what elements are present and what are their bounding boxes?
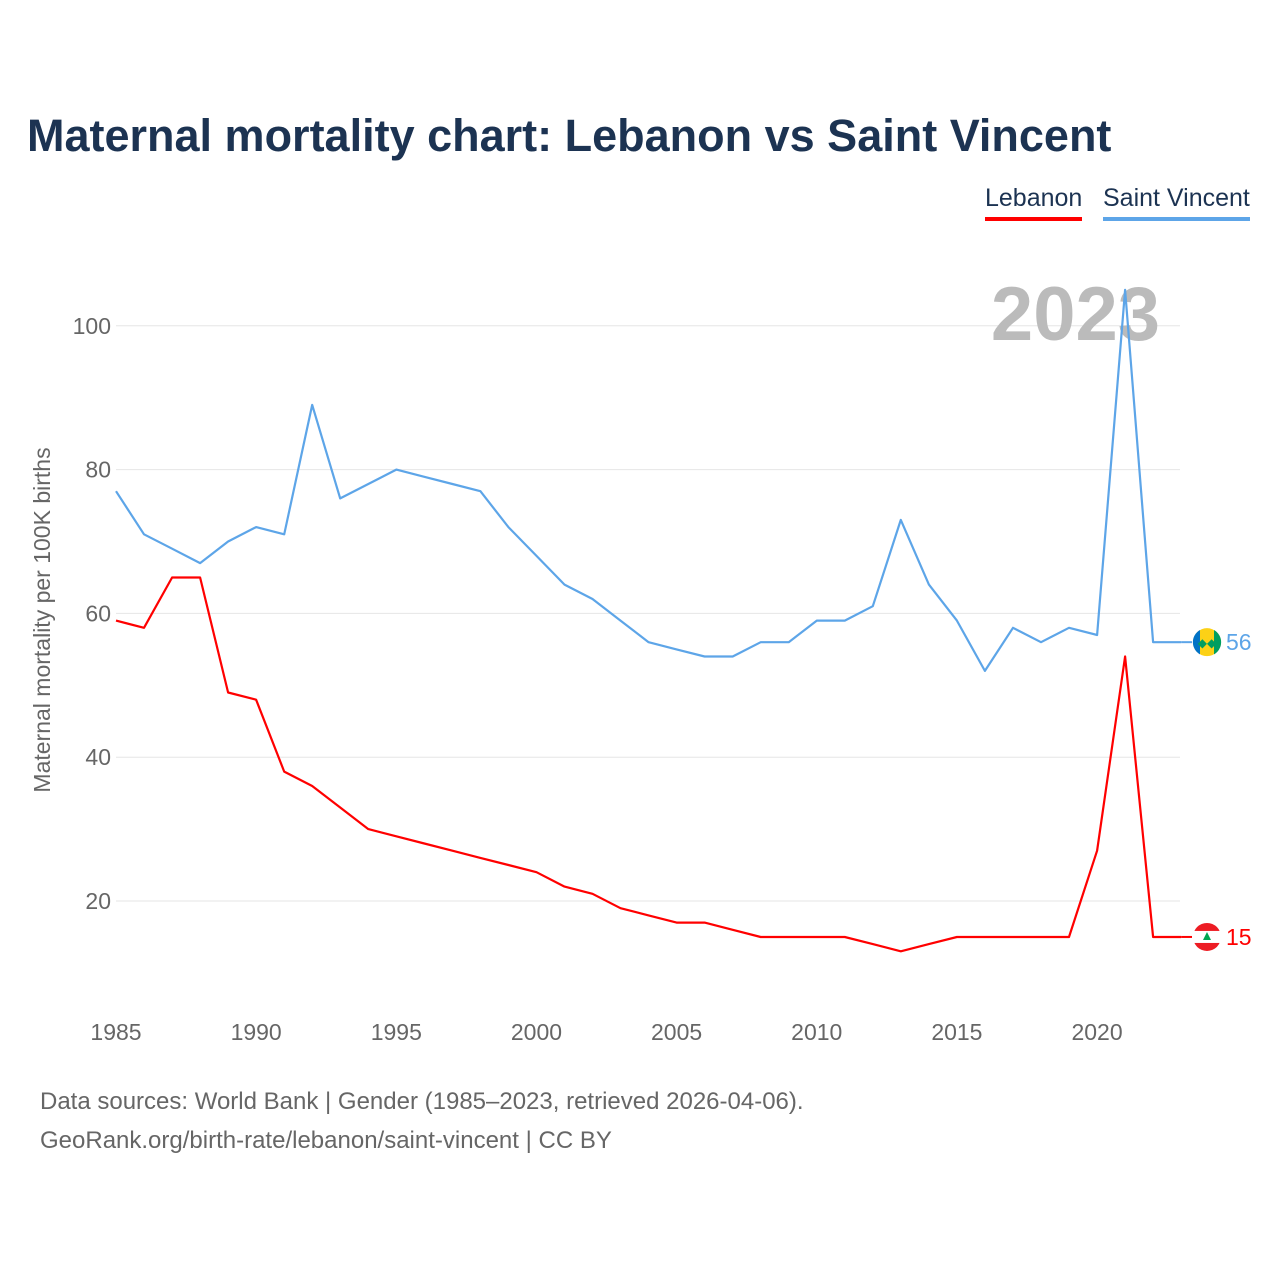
y-axis-label: Maternal mortality per 100K births: [29, 447, 55, 792]
legend-lebanon[interactable]: Lebanon: [985, 184, 1083, 221]
y-tick-label: 20: [85, 888, 111, 914]
end-value-label-lebanon: 15: [1226, 924, 1252, 950]
x-tick-label: 1995: [371, 1019, 422, 1045]
flag-saint-vincent-icon: ◆◆: [1192, 628, 1222, 657]
x-tick-label: 2020: [1071, 1019, 1122, 1045]
y-tick-label: 100: [73, 313, 111, 339]
y-tick-label: 60: [85, 600, 111, 626]
x-tick-label: 2015: [931, 1019, 982, 1045]
y-tick-label: 40: [85, 744, 111, 770]
y-tick-label: 80: [85, 457, 111, 483]
footer-sources: Data sources: World Bank | Gender (1985–…: [40, 1088, 804, 1115]
x-tick-label: 1985: [90, 1019, 141, 1045]
chart-title: Maternal mortality chart: Lebanon vs Sai…: [27, 110, 1112, 161]
series-line-saint-vincent: [115, 288, 1182, 673]
year-watermark: 2023: [991, 272, 1160, 357]
end-value-label-saint-vincent: 56: [1226, 629, 1252, 655]
x-tick-label: 1990: [231, 1019, 282, 1045]
series-line-lebanon: [115, 576, 1182, 953]
flag-lebanon-icon: [1193, 922, 1221, 951]
cedar: [1203, 931, 1211, 940]
flag-green: [1214, 629, 1222, 655]
diamonds: ◆◆: [1198, 636, 1217, 650]
x-tick-label: 2000: [511, 1019, 562, 1045]
legend-saint-vincent[interactable]: Saint Vincent: [1103, 184, 1250, 221]
footer-url[interactable]: GeoRank.org/birth-rate/lebanon/saint-vin…: [40, 1127, 612, 1154]
x-tick-label: 2010: [791, 1019, 842, 1045]
x-tick-label: 2005: [651, 1019, 702, 1045]
flag-blue: [1192, 629, 1200, 655]
